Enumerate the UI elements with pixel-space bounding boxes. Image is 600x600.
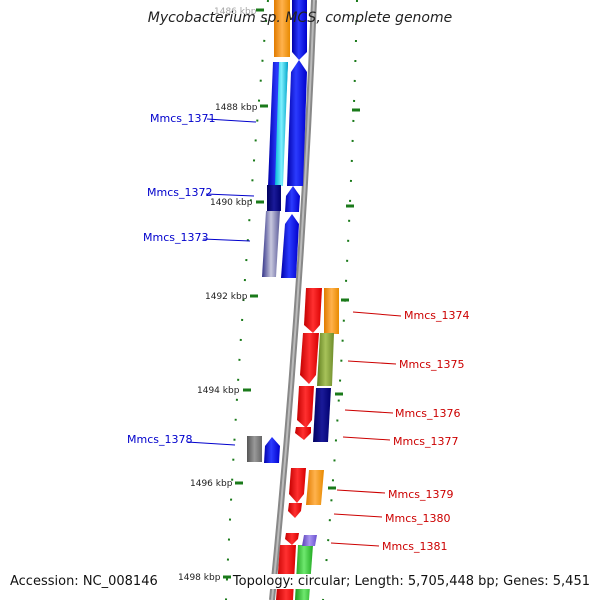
accession-label: Accession: NC_008146: [8, 574, 160, 589]
gene-Mmcs_1371-arrow[interactable]: [287, 60, 307, 186]
gene-Mmcs_1374-shape[interactable]: [324, 288, 339, 334]
label-Mmcs_1371[interactable]: Mmcs_1371: [150, 112, 215, 125]
scale-ticks: 1486 kbp 1488 kbp 1490 kbp 1492 kbp 1494…: [178, 7, 360, 583]
tick-label-1498: 1498 kbp: [178, 573, 221, 583]
gene-Mmcs_1378-arrow[interactable]: [264, 437, 280, 463]
forward-gene-labels: Mmcs_1371 Mmcs_1372 Mmcs_1373 Mmcs_1378: [127, 112, 257, 446]
reverse-gene-labels: Mmcs_1374 Mmcs_1375 Mmcs_1376 Mmcs_1377 …: [330, 309, 469, 553]
tick-label-1488: 1488 kbp: [215, 103, 258, 113]
gene-Mmcs_1379-shape[interactable]: [306, 470, 324, 505]
gene-block-orange-top[interactable]: [274, 0, 290, 57]
topology-label: Topology: circular; Length: 5,705,448 bp…: [230, 574, 592, 589]
label-Mmcs_1381[interactable]: Mmcs_1381: [382, 540, 447, 553]
gene-Mmcs_1374-arrow[interactable]: [304, 288, 322, 333]
reverse-strand-genes: [276, 288, 339, 600]
genome-title: Mycobacterium sp. MCS, complete genome: [147, 10, 453, 26]
label-Mmcs_1374[interactable]: Mmcs_1374: [404, 309, 469, 322]
gene-Mmcs_1380-arrow[interactable]: [288, 503, 302, 518]
label-Mmcs_1376[interactable]: Mmcs_1376: [395, 407, 460, 420]
label-Mmcs_1372[interactable]: Mmcs_1372: [147, 186, 212, 199]
label-Mmcs_1378[interactable]: Mmcs_1378: [127, 433, 192, 446]
tick-label-1486: 1486 kbp: [214, 7, 257, 17]
gene-Mmcs_1372-shape[interactable]: [267, 185, 281, 211]
gene-Mmcs_1379-arrow[interactable]: [289, 468, 306, 503]
label-Mmcs_1380[interactable]: Mmcs_1380: [385, 512, 450, 525]
gene-block-blue-top[interactable]: [292, 0, 307, 52]
label-Mmcs_1379[interactable]: Mmcs_1379: [388, 488, 453, 501]
gene-Mmcs_1375-arrow[interactable]: [300, 333, 319, 384]
tick-label-1490: 1490 kbp: [210, 198, 253, 208]
gene-Mmcs_1376-shape[interactable]: [313, 388, 331, 442]
label-Mmcs_1375[interactable]: Mmcs_1375: [399, 358, 464, 371]
gene-Mmcs_1377-arrow[interactable]: [295, 427, 311, 440]
label-Mmcs_1377[interactable]: Mmcs_1377: [393, 435, 458, 448]
tick-label-1492: 1492 kbp: [205, 292, 248, 302]
forward-strand-genes: [247, 0, 317, 600]
gene-Mmcs_1378-shape[interactable]: [247, 436, 262, 462]
gene-Mmcs_1372-arrow[interactable]: [285, 186, 300, 212]
tick-label-1496: 1496 kbp: [190, 479, 233, 489]
gene-Mmcs_1381-arrow[interactable]: [285, 533, 299, 545]
gene-Mmcs_1376-arrow[interactable]: [297, 386, 314, 428]
gene-Mmcs_1375-shape[interactable]: [317, 333, 334, 386]
label-Mmcs_1373[interactable]: Mmcs_1373: [143, 231, 208, 244]
gene-Mmcs_1373-shape[interactable]: [262, 211, 280, 277]
gene-Mmcs_1373-arrow[interactable]: [281, 214, 299, 278]
tick-label-1494: 1494 kbp: [197, 386, 240, 396]
